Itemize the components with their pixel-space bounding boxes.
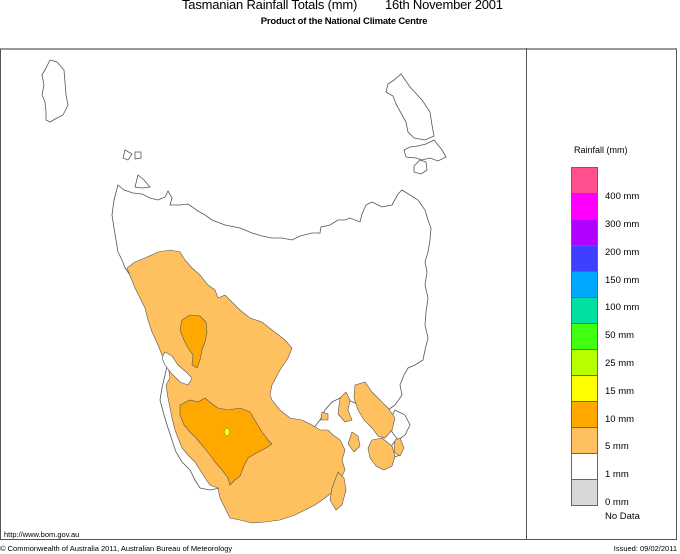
legend-label: 400 mm [605,191,640,202]
legend-label: 10 mm [605,414,635,425]
legend-swatch-above-400 [571,167,598,194]
rainfall-map [1,50,526,539]
legend-swatch-50-100 [571,297,598,324]
source-url[interactable]: http://www.bom.gov.au [4,530,80,539]
legend-label: 0 mm [605,497,629,508]
issued-date: Issued: 09/02/2011 [613,544,677,553]
cape-barren-island [403,139,447,162]
legend-swatch-100-150 [571,271,598,298]
legend-swatch-300-400 [571,193,598,220]
legend-swatch-10-15 [571,375,598,402]
map-frame [0,48,677,540]
rainfall-area-10-15mm [223,427,231,437]
king-island [41,59,69,123]
rainfall-area-1-5mm [126,249,346,524]
legend-title: Rainfall (mm) [574,145,628,155]
legend-label: 100 mm [605,302,640,313]
legend-swatch-150-200 [571,245,598,272]
legend-label: 1 mm [605,469,629,480]
legend-label: 25 mm [605,358,635,369]
rainfall-area-5-10mm-north [179,314,208,369]
legend-label: 200 mm [605,247,640,258]
legend-label: 50 mm [605,330,635,341]
legend-label: 150 mm [605,275,640,286]
legend-swatch-25-50 [571,323,598,350]
legend-no-data-label: No Data [605,511,640,522]
flinders-island [385,73,435,141]
legend-swatch-1-5 [571,427,598,454]
legend-swatch-0-1 [571,453,598,480]
title-text: Tasmanian Rainfall Totals (mm) [182,0,358,12]
title-date: 16th November 2001 [385,0,503,12]
legend-label: 15 mm [605,386,635,397]
rainfall-area-5-10mm-south [179,397,273,486]
copyright-notice: © Commonwealth of Australia 2011, Austra… [0,544,233,553]
legend-swatch-5-10 [571,401,598,428]
subtitle: Product of the National Climate Centre [260,16,428,27]
legend-color-bar [571,167,598,506]
legend-swatch-200-300 [571,219,598,246]
legend-swatch-no-data [571,479,598,506]
map-title: Tasmanian Rainfall Totals (mm) 16th Nove… [0,0,680,15]
legend-label: 300 mm [605,219,640,230]
legend-swatch-15-25 [571,349,598,376]
legend-divider [526,48,527,540]
legend-label: 5 mm [605,441,629,452]
